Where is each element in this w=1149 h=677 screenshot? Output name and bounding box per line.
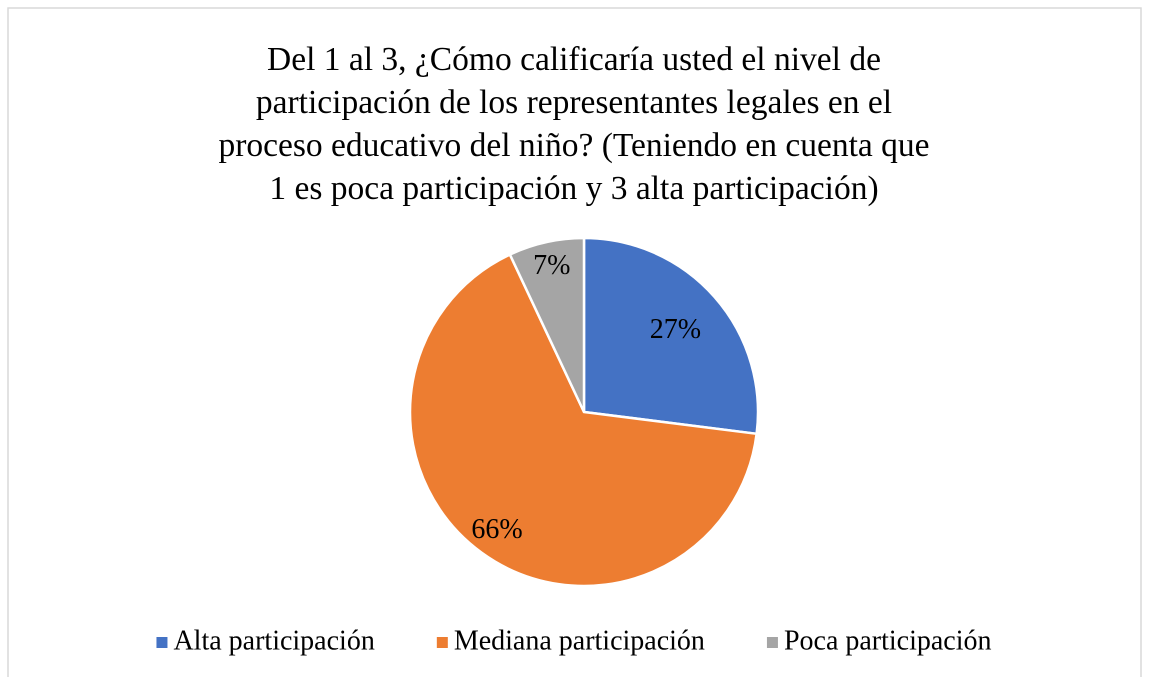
legend-label: Poca participación (784, 625, 992, 656)
data-label: 66% (471, 514, 522, 545)
data-label: 27% (650, 314, 701, 345)
legend: Alta participación Mediana participación P… (156, 625, 992, 656)
legend-swatch (156, 637, 168, 648)
legend-swatch (766, 637, 778, 648)
legend-label: Alta participación (173, 625, 374, 656)
data-label: 7% (533, 250, 570, 281)
chart-title-box: Del 1 al 3, ¿Cómo calificaría usted el n… (124, 38, 1024, 210)
pie-slice (582, 236, 760, 436)
pie-slice (508, 236, 586, 413)
legend-swatch (436, 637, 448, 648)
pie: 27% 66% 7% (408, 236, 760, 588)
pie-slice (408, 252, 759, 588)
legend-label: Mediana participación (454, 625, 705, 656)
chart-title: Del 1 al 3, ¿Cómo calificaría usted el n… (218, 41, 930, 207)
